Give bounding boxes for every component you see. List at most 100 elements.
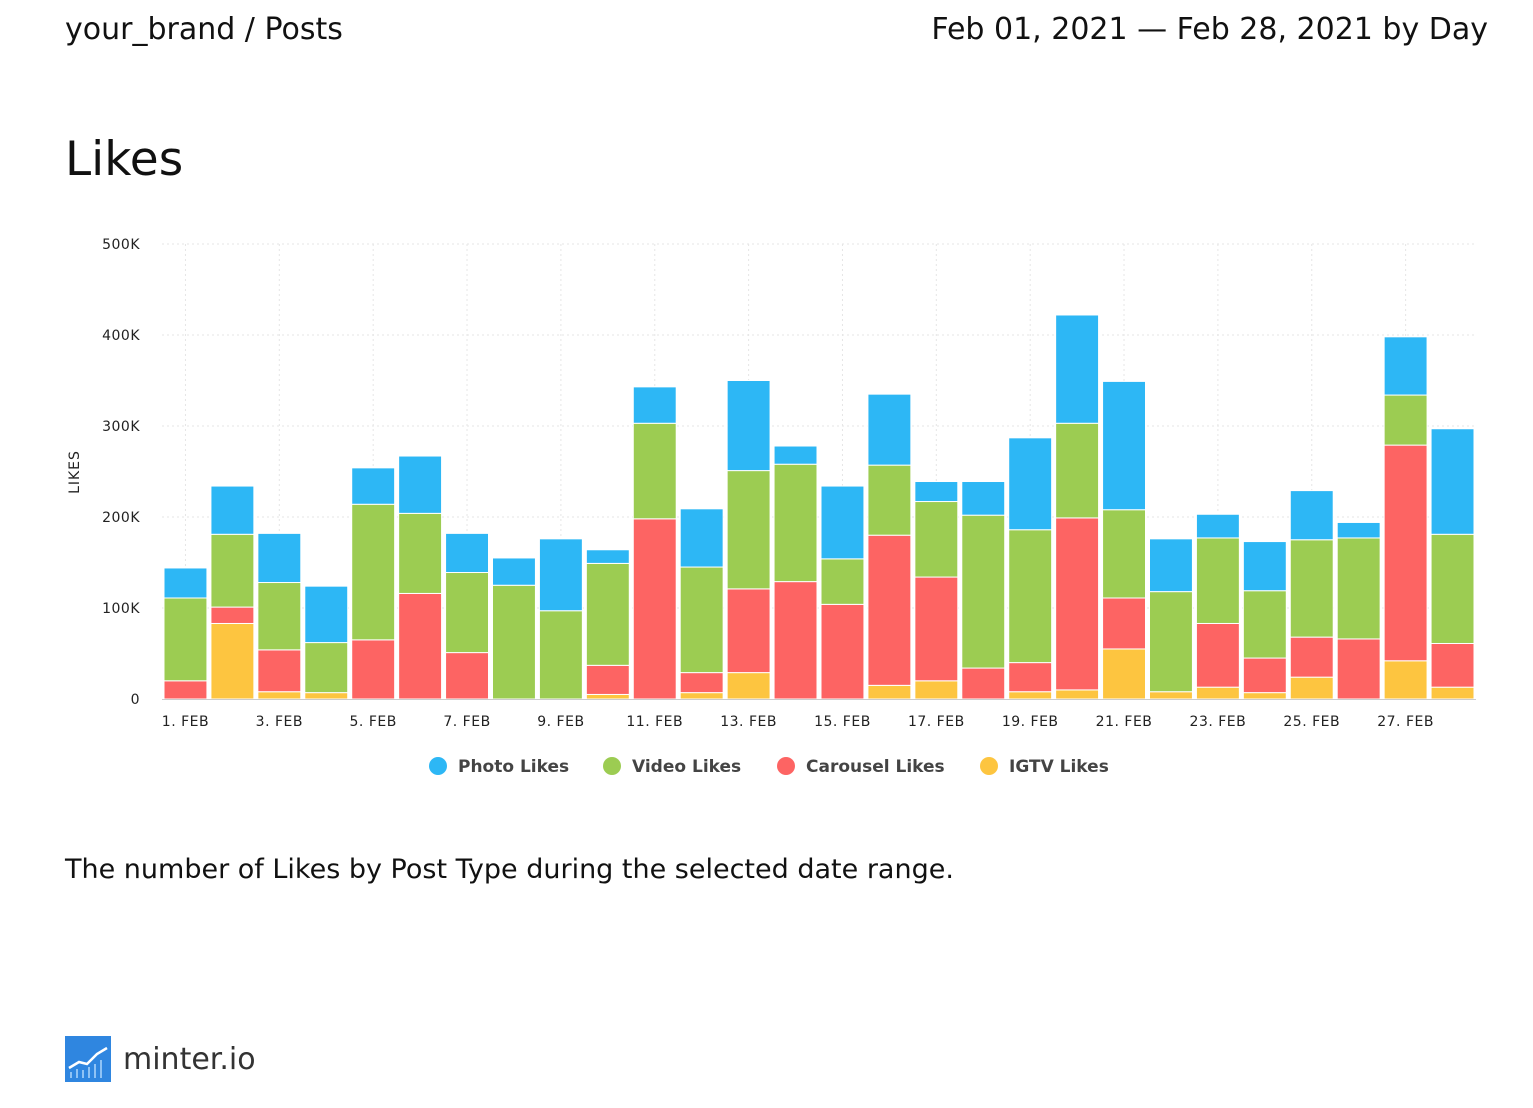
legend-item-video[interactable]: Video Likes [603, 757, 741, 777]
bar-video-23[interactable] [1195, 537, 1240, 624]
bar-igtv-23[interactable] [1195, 686, 1240, 700]
bar-carousel-21[interactable] [1102, 597, 1146, 650]
bar-video-10[interactable] [585, 562, 630, 666]
bar-video-18[interactable] [961, 514, 1006, 669]
bar-igtv-16[interactable] [867, 684, 912, 700]
bar-video-7[interactable] [445, 572, 490, 654]
bar-igtv-25[interactable] [1289, 676, 1334, 700]
bar-carousel-5[interactable] [351, 639, 396, 700]
bar-video-13[interactable] [726, 470, 771, 590]
bar-photo-27[interactable] [1383, 336, 1428, 396]
bar-photo-19[interactable] [1008, 437, 1053, 531]
bar-carousel-28[interactable] [1430, 642, 1475, 688]
bar-photo-25[interactable] [1289, 490, 1334, 541]
bar-carousel-3[interactable] [257, 649, 302, 693]
bar-video-17[interactable] [914, 501, 959, 578]
bar-photo-24[interactable] [1242, 541, 1287, 592]
bar-video-14[interactable] [773, 463, 818, 583]
bar-carousel-13[interactable] [726, 588, 771, 674]
bar-photo-15[interactable] [820, 485, 865, 560]
bar-carousel-24[interactable] [1242, 657, 1287, 694]
bar-video-2[interactable] [210, 533, 255, 608]
bar-photo-23[interactable] [1195, 513, 1240, 539]
bar-video-19[interactable] [1008, 529, 1053, 664]
date-range[interactable]: Feb 01, 2021 — Feb 28, 2021 by Day [931, 12, 1488, 47]
bar-photo-22[interactable] [1149, 538, 1193, 593]
bar-igtv-2[interactable] [210, 622, 255, 700]
brand-name[interactable]: minter.io [123, 1041, 256, 1077]
bar-video-3[interactable] [257, 582, 302, 651]
bar-photo-7[interactable] [445, 532, 490, 574]
bar-igtv-19[interactable] [1008, 691, 1053, 700]
legend-item-carousel[interactable]: Carousel Likes [777, 757, 945, 777]
bar-video-20[interactable] [1055, 422, 1100, 519]
bar-carousel-6[interactable] [398, 592, 443, 700]
bar-carousel-17[interactable] [914, 576, 959, 682]
bar-photo-9[interactable] [538, 538, 583, 612]
bar-photo-20[interactable] [1055, 314, 1100, 424]
bar-video-15[interactable] [820, 558, 865, 605]
bar-photo-5[interactable] [351, 467, 396, 505]
bar-carousel-7[interactable] [445, 652, 490, 700]
bar-video-5[interactable] [351, 503, 396, 641]
bar-photo-2[interactable] [210, 485, 255, 535]
bar-photo-6[interactable] [398, 455, 443, 514]
legend-item-photo[interactable]: Photo Likes [429, 757, 569, 777]
bar-photo-14[interactable] [773, 445, 818, 465]
bar-carousel-18[interactable] [961, 667, 1006, 700]
bar-igtv-13[interactable] [726, 672, 771, 700]
bar-carousel-23[interactable] [1195, 622, 1240, 688]
bar-carousel-12[interactable] [679, 672, 724, 694]
bar-photo-13[interactable] [726, 380, 771, 472]
bar-carousel-16[interactable] [867, 534, 912, 686]
bar-carousel-11[interactable] [632, 518, 677, 700]
bar-igtv-27[interactable] [1383, 660, 1428, 700]
bar-photo-26[interactable] [1336, 521, 1381, 539]
bar-video-6[interactable] [398, 512, 443, 594]
bar-video-16[interactable] [867, 464, 912, 536]
bar-photo-16[interactable] [867, 393, 912, 466]
bar-igtv-12[interactable] [679, 692, 724, 700]
bar-photo-8[interactable] [492, 557, 536, 586]
bar-igtv-28[interactable] [1430, 686, 1475, 700]
bar-video-22[interactable] [1149, 591, 1193, 693]
bar-video-9[interactable] [538, 610, 583, 700]
bar-igtv-21[interactable] [1102, 648, 1146, 700]
bar-carousel-10[interactable] [585, 664, 630, 695]
bar-igtv-3[interactable] [257, 691, 302, 700]
bar-photo-1[interactable] [163, 567, 208, 599]
bar-video-21[interactable] [1102, 509, 1146, 599]
bar-carousel-26[interactable] [1336, 638, 1381, 700]
bar-photo-18[interactable] [961, 481, 1006, 516]
bar-igtv-17[interactable] [914, 680, 959, 700]
bar-carousel-19[interactable] [1008, 662, 1053, 693]
bar-carousel-1[interactable] [163, 680, 208, 700]
bar-video-28[interactable] [1430, 533, 1475, 644]
bar-carousel-20[interactable] [1055, 517, 1100, 691]
bar-carousel-15[interactable] [820, 603, 865, 700]
bar-photo-3[interactable] [257, 532, 302, 584]
bar-video-8[interactable] [492, 584, 536, 700]
bar-video-11[interactable] [632, 422, 677, 520]
bar-photo-21[interactable] [1102, 380, 1146, 511]
bar-video-27[interactable] [1383, 394, 1428, 446]
bar-igtv-24[interactable] [1242, 692, 1287, 700]
bar-igtv-20[interactable] [1055, 689, 1100, 700]
bar-carousel-14[interactable] [773, 581, 818, 700]
bar-video-12[interactable] [679, 566, 724, 674]
bar-photo-17[interactable] [914, 481, 959, 503]
bar-igtv-10[interactable] [585, 693, 630, 700]
bar-carousel-27[interactable] [1383, 444, 1428, 662]
bar-video-4[interactable] [304, 642, 349, 694]
bar-photo-11[interactable] [632, 386, 677, 424]
bar-video-1[interactable] [163, 597, 208, 682]
bar-video-24[interactable] [1242, 590, 1287, 659]
bar-photo-12[interactable] [679, 508, 724, 568]
bar-igtv-4[interactable] [304, 692, 349, 700]
legend-item-igtv[interactable]: IGTV Likes [980, 757, 1109, 777]
bar-video-25[interactable] [1289, 539, 1334, 638]
bar-carousel-25[interactable] [1289, 636, 1334, 678]
bar-photo-10[interactable] [585, 549, 630, 564]
bar-photo-4[interactable] [304, 585, 349, 644]
bar-photo-28[interactable] [1430, 428, 1475, 535]
